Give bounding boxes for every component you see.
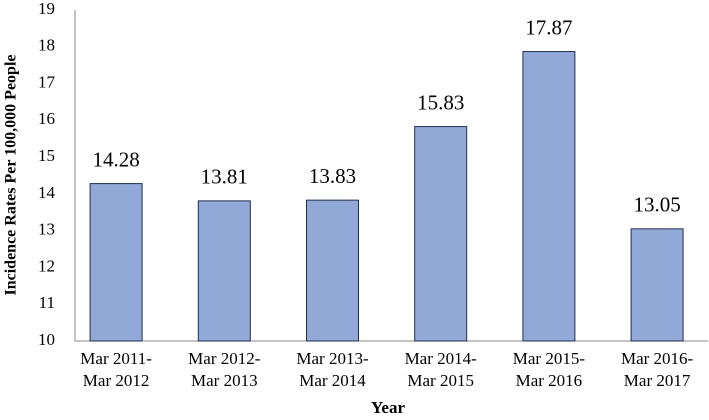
y-axis-title: Incidence Rates Per 100,000 People <box>3 55 20 296</box>
y-tick-label: 10 <box>38 330 55 349</box>
value-label: 13.81 <box>201 165 248 189</box>
bar <box>306 199 359 342</box>
value-label: 15.83 <box>417 90 464 114</box>
value-label: 13.05 <box>633 193 680 217</box>
y-tick-label: 18 <box>38 36 55 55</box>
y-tick-label: 14 <box>38 183 56 202</box>
value-label: 14.28 <box>92 147 139 171</box>
y-tick-label: 16 <box>38 109 55 128</box>
bar <box>89 183 143 342</box>
x-tick-label: Mar 2012- Mar 2013 <box>188 349 261 390</box>
x-axis-title: Year <box>371 398 405 417</box>
x-tick-label: Mar 2011- Mar 2012 <box>80 349 152 390</box>
value-label: 17.87 <box>525 15 572 39</box>
x-tick-label: Mar 2013- Mar 2014 <box>296 349 369 390</box>
y-tick-label: 15 <box>38 146 55 165</box>
bar <box>414 126 468 342</box>
bar <box>522 51 576 342</box>
bar <box>630 228 684 342</box>
x-tick-label: Mar 2014- Mar 2015 <box>404 349 477 390</box>
y-tick-label: 11 <box>39 293 55 312</box>
y-tick-label: 17 <box>38 72 56 91</box>
y-tick-label: 13 <box>38 220 55 239</box>
bar <box>197 200 251 342</box>
y-tick-label: 12 <box>38 256 55 275</box>
x-tick-label: Mar 2016- Mar 2017 <box>620 349 694 390</box>
y-tick-label: 19 <box>38 0 55 18</box>
value-label: 13.83 <box>309 164 356 188</box>
x-tick-label: Mar 2015- Mar 2016 <box>512 349 585 390</box>
